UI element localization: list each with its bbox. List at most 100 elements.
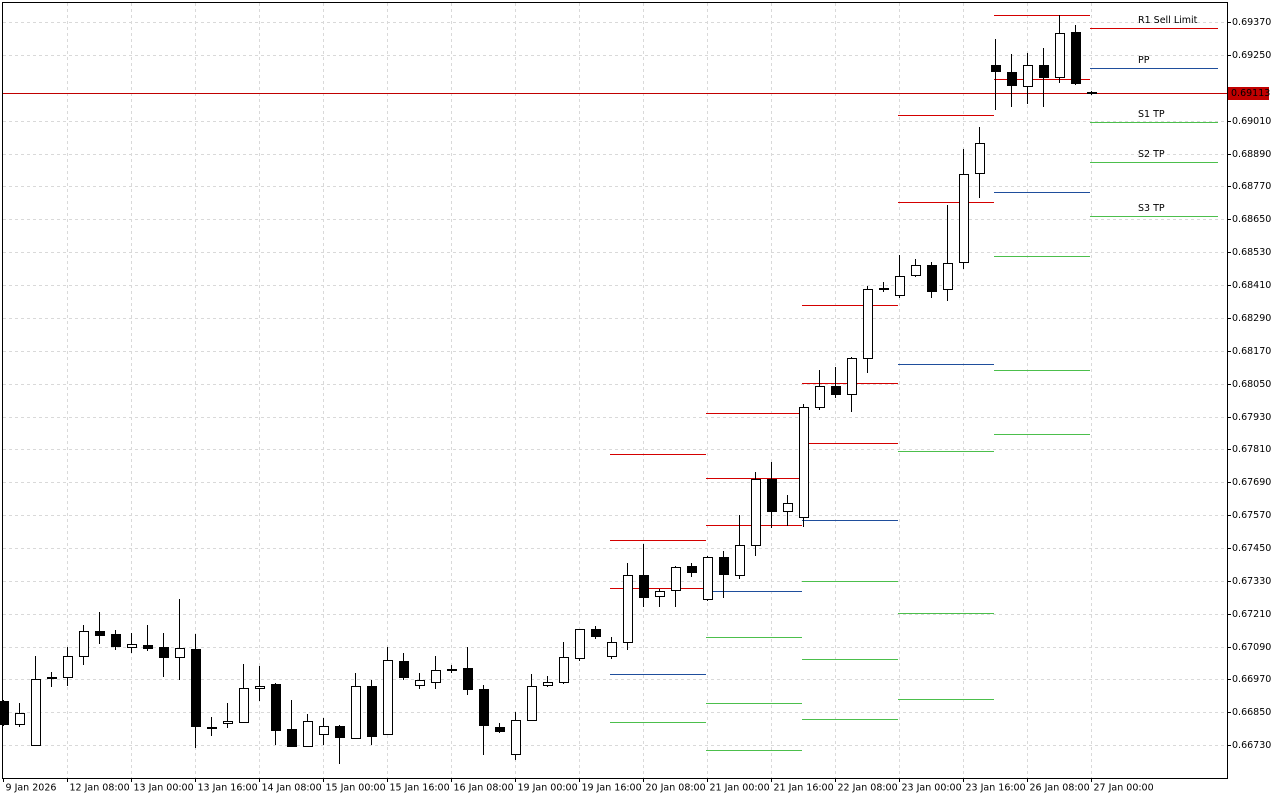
y-tick-label: 0.69250 bbox=[1232, 50, 1271, 61]
candle-body-up bbox=[847, 358, 857, 395]
candle-body-down bbox=[687, 566, 697, 573]
candle-body-down bbox=[1071, 32, 1081, 84]
candle-body-up bbox=[783, 503, 793, 512]
candle-body-down bbox=[271, 684, 281, 731]
y-tick-label: 0.66850 bbox=[1232, 707, 1271, 718]
y-tick-label: 0.69010 bbox=[1232, 116, 1271, 127]
y-tick-label: 0.68890 bbox=[1232, 149, 1271, 160]
level-label: S2 TP bbox=[1138, 149, 1165, 160]
x-tick-label: 20 Jan 08:00 bbox=[646, 783, 706, 794]
y-tick-label: 0.67210 bbox=[1232, 609, 1271, 620]
y-tick-label: 0.67690 bbox=[1232, 477, 1271, 488]
x-tick-label: 12 Jan 08:00 bbox=[70, 783, 130, 794]
candle-body-down bbox=[639, 575, 649, 598]
y-tick-label: 0.67930 bbox=[1232, 412, 1271, 423]
x-tick-label: 13 Jan 16:00 bbox=[198, 783, 258, 794]
candle-body-up bbox=[527, 686, 537, 721]
candle-body-up bbox=[943, 263, 953, 290]
y-tick-label: 0.68530 bbox=[1232, 247, 1271, 258]
current-price-box bbox=[1228, 87, 1269, 100]
x-tick-label: 21 Jan 00:00 bbox=[710, 783, 770, 794]
candle-body-up bbox=[559, 657, 569, 683]
plot-frame bbox=[2, 2, 1228, 779]
candle-body-up bbox=[895, 276, 905, 296]
candle-body-up bbox=[703, 557, 713, 600]
candle-body-up bbox=[543, 682, 553, 686]
candle-body-up bbox=[671, 567, 681, 591]
x-tick-label: 22 Jan 08:00 bbox=[838, 783, 898, 794]
candle-body-up bbox=[239, 688, 249, 723]
candle-body-down bbox=[719, 557, 729, 575]
candle-body-down bbox=[399, 661, 409, 678]
candle-body-up bbox=[303, 721, 313, 747]
x-tick-label: 21 Jan 16:00 bbox=[774, 783, 834, 794]
candle-body-down bbox=[367, 686, 377, 737]
candle-body-up bbox=[175, 648, 185, 658]
x-tick-label: 19 Jan 00:00 bbox=[518, 783, 578, 794]
candle-body-up bbox=[879, 288, 889, 290]
axes: 0.66730 0.66850 0.66970 0.67090 0.67210 0.673… bbox=[3, 17, 1271, 794]
candle-body-up bbox=[431, 670, 441, 683]
candle-body-down bbox=[159, 647, 169, 658]
candle-body-up bbox=[383, 660, 393, 735]
x-tick-label: 19 Jan 16:00 bbox=[582, 783, 642, 794]
candles bbox=[0, 15, 1097, 764]
candle-body-up bbox=[799, 407, 809, 518]
y-tick-label: 0.69370 bbox=[1232, 17, 1271, 28]
y-tick-label: 0.68770 bbox=[1232, 181, 1271, 192]
candle-body-down bbox=[591, 629, 601, 637]
candle-body-up bbox=[415, 680, 425, 686]
candle-body-down bbox=[463, 668, 473, 690]
x-tick-label: 16 Jan 08:00 bbox=[454, 783, 514, 794]
candle-body-up bbox=[79, 631, 89, 657]
candle-body-down bbox=[1007, 72, 1017, 86]
candle-body-down bbox=[1039, 65, 1049, 78]
candle-body-up bbox=[1023, 65, 1033, 87]
candle-body-up bbox=[975, 143, 985, 174]
y-tick-label: 0.68290 bbox=[1232, 313, 1271, 324]
y-tick-label: 0.68650 bbox=[1232, 214, 1271, 225]
candle-body-up bbox=[15, 713, 25, 725]
candle-body-up bbox=[607, 642, 617, 657]
candle-body-down bbox=[191, 649, 201, 727]
level-label: S3 TP bbox=[1138, 203, 1165, 214]
x-tick-label: 27 Jan 00:00 bbox=[1094, 783, 1154, 794]
y-tick-label: 0.67570 bbox=[1232, 510, 1271, 521]
x-tick-label: 23 Jan 16:00 bbox=[966, 783, 1026, 794]
candle-body-up bbox=[655, 591, 665, 597]
candle-body-up bbox=[255, 686, 265, 689]
y-tick-label: 0.67330 bbox=[1232, 576, 1271, 587]
candle-body-down bbox=[1087, 92, 1097, 94]
y-tick-label: 0.68170 bbox=[1232, 346, 1271, 357]
candle-body-up bbox=[815, 386, 825, 408]
grid bbox=[3, 3, 1227, 778]
candle-body-up bbox=[575, 629, 585, 659]
candle-body-down bbox=[831, 386, 841, 395]
candle-body-up bbox=[63, 656, 73, 678]
candle-body-up bbox=[223, 721, 233, 724]
candle-body-down bbox=[0, 701, 9, 725]
y-tick-label: 0.66970 bbox=[1232, 674, 1271, 685]
candle-body-down bbox=[447, 669, 457, 671]
current-price-label: 0.69113 bbox=[1231, 88, 1270, 99]
y-tick-label: 0.68050 bbox=[1232, 379, 1271, 390]
candle-body-up bbox=[127, 644, 137, 648]
level-label: R1 Sell Limit bbox=[1138, 15, 1198, 26]
candle-body-up bbox=[735, 545, 745, 576]
candle-body-up bbox=[751, 479, 761, 546]
candle-body-up bbox=[511, 720, 521, 755]
y-tick-label: 0.66730 bbox=[1232, 740, 1271, 751]
y-tick-label: 0.67450 bbox=[1232, 543, 1271, 554]
candle-body-down bbox=[207, 727, 217, 729]
x-tick-label: 23 Jan 00:00 bbox=[902, 783, 962, 794]
level-label: PP bbox=[1138, 55, 1150, 66]
candle-body-up bbox=[863, 289, 873, 359]
candle-body-down bbox=[495, 727, 505, 732]
x-tick-label: 26 Jan 08:00 bbox=[1030, 783, 1090, 794]
y-tick-label: 0.68410 bbox=[1232, 280, 1271, 291]
candle-body-up bbox=[47, 677, 57, 679]
x-tick-label: 14 Jan 08:00 bbox=[262, 783, 322, 794]
candle-body-down bbox=[927, 265, 937, 292]
